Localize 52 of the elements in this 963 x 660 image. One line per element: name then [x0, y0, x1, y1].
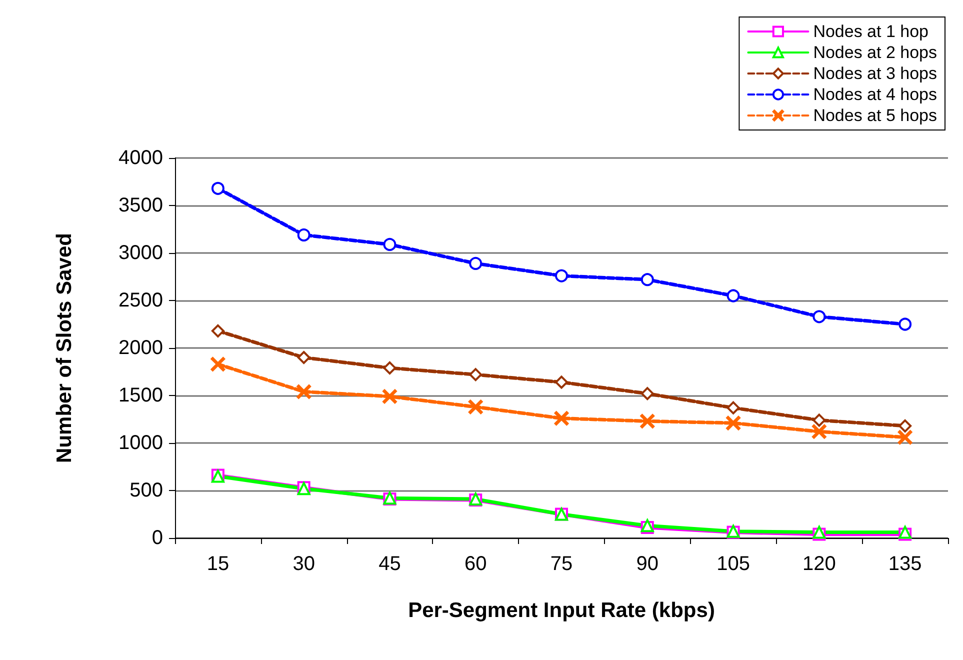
- x-tick-label: 105: [716, 553, 750, 575]
- x-tick-label: 45: [378, 553, 401, 575]
- point: [211, 324, 224, 338]
- x-tick-label: 90: [636, 553, 659, 575]
- y-tick-label: 2000: [118, 337, 163, 359]
- y-tick-label: 4000: [118, 147, 163, 169]
- point: [468, 400, 483, 414]
- point: [812, 424, 826, 439]
- point: [812, 414, 826, 427]
- point: [640, 273, 654, 286]
- legend-label: Nodes at 4 hops: [813, 85, 938, 104]
- point: [296, 384, 312, 399]
- point: [383, 238, 396, 251]
- legend-label: Nodes at 5 hops: [813, 106, 938, 125]
- point: [555, 376, 568, 389]
- x-tick-label: 60: [464, 553, 487, 575]
- point: [898, 318, 912, 331]
- x-tick-label: 120: [802, 553, 836, 575]
- point: [211, 182, 224, 195]
- legend-label: Nodes at 3 hops: [813, 64, 938, 83]
- point: [383, 361, 396, 374]
- y-tick-label: 1000: [118, 432, 163, 454]
- legend-label: Nodes at 2 hops: [813, 43, 938, 62]
- y-axis-title: Number of Slots Saved: [53, 233, 76, 463]
- point: [640, 387, 654, 400]
- point: [898, 430, 912, 445]
- x-tick-label: 15: [206, 553, 230, 575]
- point: [554, 411, 569, 426]
- point: [898, 419, 912, 432]
- x-axis-title: Per-Segment Input Rate (kbps): [408, 599, 715, 622]
- y-tick-label: 500: [130, 480, 163, 502]
- x-tick-label: 30: [292, 553, 315, 575]
- y-tick-label: 3500: [118, 194, 163, 216]
- x-tick-label: 75: [550, 553, 573, 575]
- point: [726, 401, 740, 414]
- point: [726, 289, 740, 302]
- x-tick-label: 135: [888, 553, 922, 575]
- point: [297, 228, 310, 242]
- legend-label: Nodes at 1 hop: [813, 22, 929, 41]
- y-tick-label: 0: [152, 527, 163, 549]
- point: [726, 416, 741, 430]
- point: [469, 256, 482, 270]
- point: [812, 310, 826, 324]
- y-tick-label: 2500: [118, 290, 163, 312]
- point: [297, 351, 310, 364]
- y-tick-label: 1500: [118, 384, 163, 406]
- point: [469, 368, 482, 382]
- y-tick-label: 3000: [118, 242, 163, 264]
- point: [210, 356, 226, 372]
- point: [382, 389, 397, 404]
- point: [640, 414, 655, 428]
- point: [555, 269, 568, 282]
